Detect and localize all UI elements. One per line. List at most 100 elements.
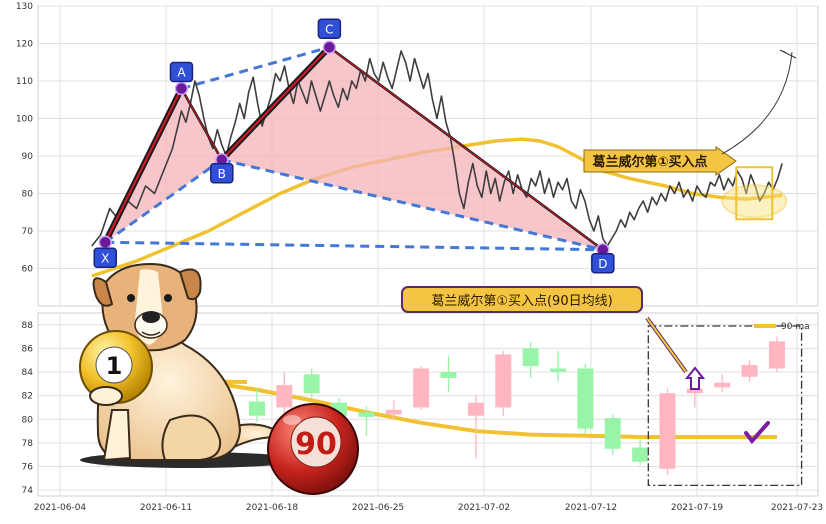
candle-y-tick-label: 76 [22, 462, 34, 472]
price-y-tick-label: 130 [16, 2, 33, 12]
vertex-C [322, 40, 337, 54]
price-y-tick-label: 110 [16, 77, 33, 87]
decorations: 1 90 [79, 262, 359, 495]
legend: 90 ma [754, 322, 810, 332]
harmonic-pattern-vertices: X A B C D [93, 18, 615, 274]
vertex-label-box-A [169, 61, 194, 83]
ball-1-label-disc [95, 346, 133, 384]
harmonic-leg-accent-AB [180, 88, 223, 161]
vertex-label-A: A [177, 66, 186, 80]
ball-90-label-disc [290, 416, 342, 468]
candle-y-tick-labels: 74 76 78 80 82 84 86 88 [22, 321, 34, 496]
x-tick-label: 2021-06-11 [140, 503, 192, 513]
candle-body [248, 401, 265, 416]
candle-body [550, 368, 566, 373]
vertex-label-box-B [210, 163, 234, 184]
buy-markers [684, 366, 770, 445]
harmonic-dashed-BD [221, 158, 604, 252]
ma-buy-callout-box [401, 286, 643, 313]
price-y-tick-label: 90 [22, 152, 34, 162]
candle-body [604, 418, 621, 449]
buy-highlight-rect [735, 166, 774, 221]
harmonic-dashed-XB [104, 158, 223, 244]
candle-body [385, 409, 402, 415]
dog-hind-leg [161, 414, 222, 461]
billiard-ball-1: 1 [79, 330, 153, 406]
xab-triangle-fill [105, 88, 222, 243]
x-tick-label: 2021-06-18 [246, 503, 299, 513]
candle-body [577, 368, 594, 429]
dog-right-ear [178, 268, 202, 301]
candle-body [440, 372, 457, 378]
x-tick-label: 2021-06-25 [352, 503, 404, 513]
harmonic-leg-accent-BC [220, 46, 331, 161]
x-tick-label: 2021-07-12 [565, 503, 617, 513]
candle-y-tick-label: 74 [22, 486, 34, 496]
price-panel: 60 70 80 90 100 110 120 130 X A B C D 葛兰威尔第①买入点 [16, 2, 819, 307]
ma-buy-callout-text: 葛兰威尔第①买入点(90日均线) [431, 294, 612, 309]
harmonic-dashed-lines [104, 45, 604, 252]
buy-zone-box [647, 325, 803, 487]
buy-callout-text: 葛兰威尔第①买入点 [591, 154, 707, 170]
x-tick-label: 2021-06-04 [34, 503, 87, 513]
candle-y-tick-label: 86 [22, 344, 34, 354]
candlestick-layer [194, 336, 785, 475]
dog-right-eye [164, 294, 172, 302]
price-y-tick-label: 70 [22, 227, 34, 237]
dog-paw-on-ball [89, 386, 123, 406]
up-arrow-icon [684, 366, 706, 390]
vertex-X [98, 235, 112, 249]
candle-body [741, 364, 758, 377]
candle-x-tick-labels: 2021-06-04 2021-06-11 2021-06-18 2021-06-25… [34, 503, 823, 513]
candle-body [276, 385, 293, 408]
harmonic-dashed-AC [181, 45, 330, 90]
dog-left-ear [92, 277, 114, 307]
harmonic-dashed-XD [105, 240, 603, 252]
ball-90-number: 90 [295, 427, 337, 462]
candle-y-tick-label: 80 [22, 415, 34, 425]
ball-1-number: 1 [106, 352, 123, 380]
vertex-label-X: X [101, 251, 109, 265]
billiard-ball-90: 90 [267, 403, 359, 495]
candle-body [413, 368, 430, 408]
buy-callout-arrowhead-icon [779, 49, 797, 59]
price-y-tick-label: 60 [22, 265, 34, 275]
checkmark-icon [744, 421, 770, 445]
dog-front-leg [102, 409, 132, 462]
harmonic-leg-accent-XA [104, 87, 183, 244]
dog-left-eye [127, 294, 135, 302]
candle-body [467, 402, 484, 416]
vertex-label-box-X [93, 247, 117, 268]
price-y-tick-label: 120 [16, 40, 33, 50]
candle-y-tick-label: 88 [22, 321, 34, 331]
ma-buy-callout-pointer-inner [646, 317, 687, 373]
price-y-tick-labels: 60 70 80 90 100 110 120 130 [16, 2, 33, 275]
buy-highlight-ellipse [721, 184, 788, 219]
ball-90-shine [283, 415, 301, 425]
x-tick-label: 2021-07-02 [458, 503, 510, 513]
vertex-label-D: D [598, 257, 607, 271]
vertex-label-C: C [325, 22, 333, 36]
candle-body [686, 388, 703, 394]
candle-body [495, 354, 512, 408]
vertex-label-B: B [218, 167, 226, 181]
x-tick-label: 2021-07-23 [771, 503, 823, 513]
price-line [91, 50, 783, 247]
candle-body [768, 341, 785, 369]
price-ma90-layer [91, 137, 783, 278]
candle-body [522, 348, 539, 367]
ma-buy-callout: 葛兰威尔第①买入点(90日均线) [401, 286, 688, 374]
candle-body [303, 374, 320, 394]
candle-body [714, 382, 731, 388]
harmonic-leg-accent-CD [328, 46, 604, 251]
candle-y-tick-label: 84 [22, 368, 34, 378]
candle-body [632, 447, 649, 462]
buy-callout-arrow-shape [583, 146, 737, 176]
candle-body [358, 412, 375, 417]
vertex-A [174, 81, 189, 96]
buy-point-highlight [721, 166, 788, 221]
candle-y-tick-label: 78 [22, 439, 34, 449]
price-line-layer [91, 50, 783, 247]
candle-body [659, 393, 676, 469]
